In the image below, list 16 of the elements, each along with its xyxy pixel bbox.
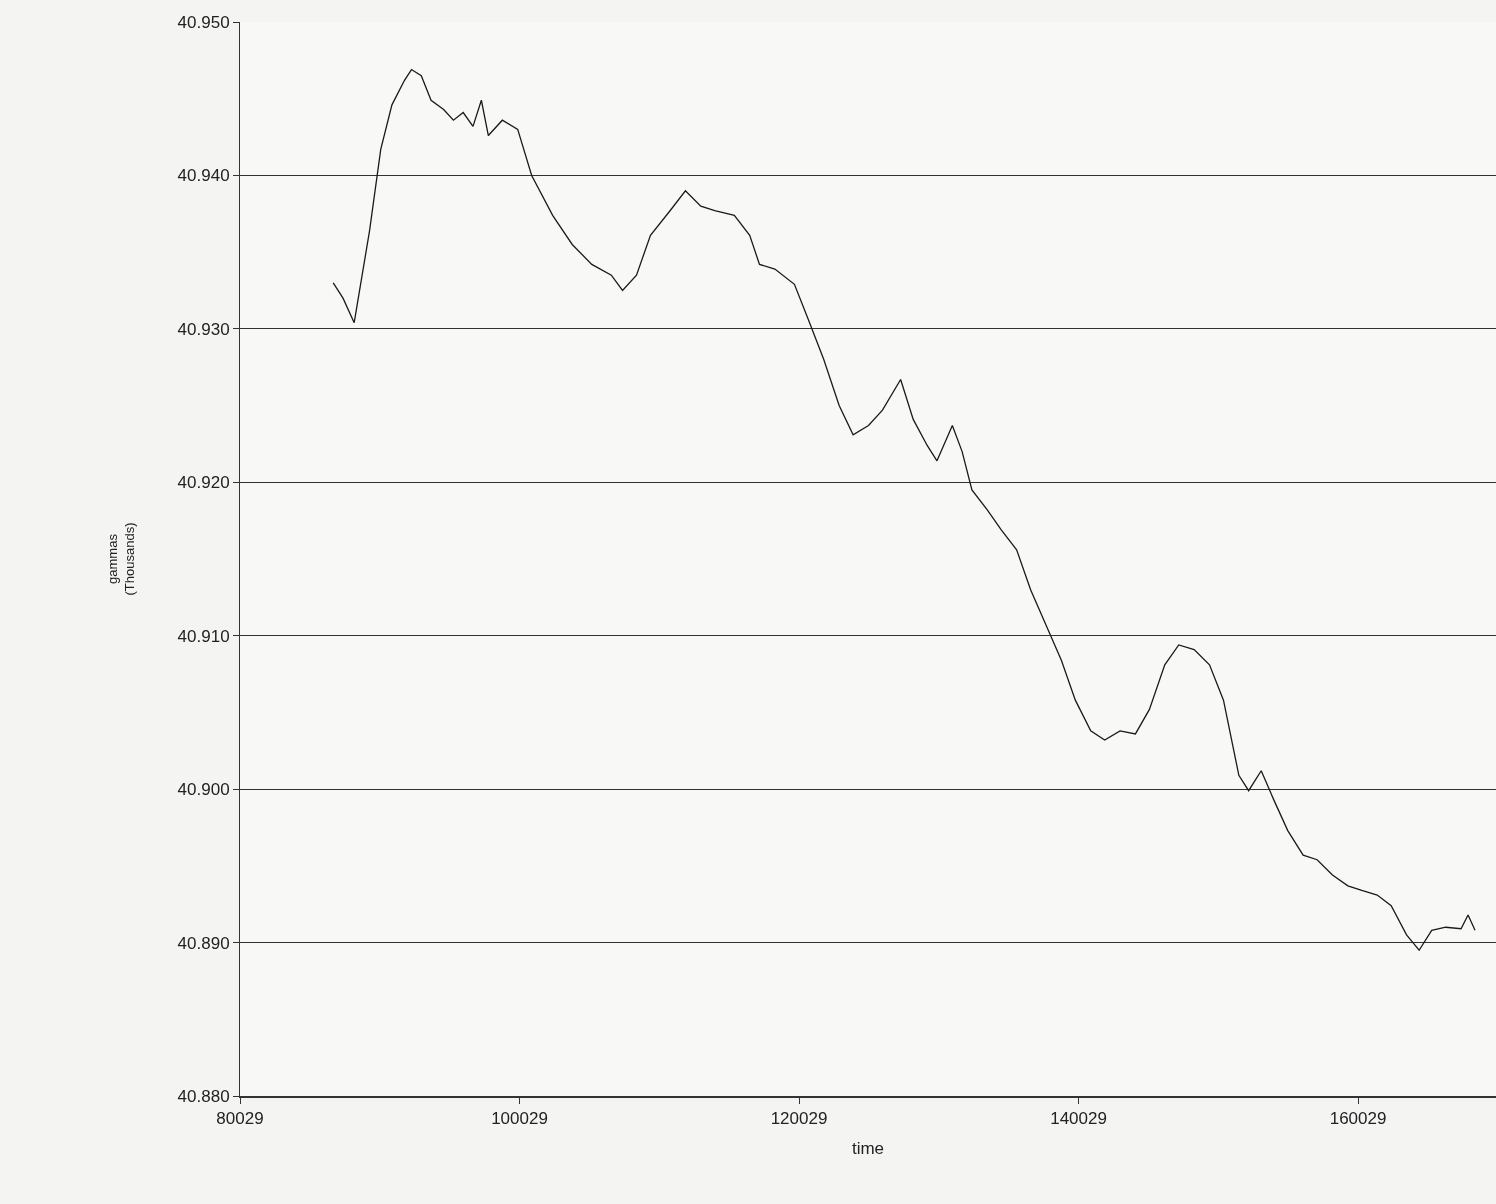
x-tick-label: 100029 — [491, 1109, 548, 1129]
x-tick-label: 140029 — [1050, 1109, 1107, 1129]
x-tick-label: 120029 — [770, 1109, 828, 1129]
y-tick-label: 40.950 — [177, 12, 230, 32]
x-tick-label: 160029 — [1329, 1109, 1387, 1129]
x-axis-title: time — [851, 1139, 885, 1159]
y-axis-title: gammas (Thousands) — [104, 522, 137, 596]
y-tick-label: 40.900 — [177, 780, 230, 800]
y-tick-label: 40.890 — [177, 933, 230, 953]
line-series — [332, 68, 1476, 951]
y-tick-label: 40.920 — [177, 473, 230, 493]
y-tick-label: 40.910 — [177, 626, 230, 646]
y-tick-label: 40.930 — [177, 319, 230, 339]
y-tick-label: 40.880 — [177, 1086, 230, 1106]
y-tick-label: 40.940 — [177, 166, 230, 186]
x-tick-label: 80029 — [216, 1109, 264, 1129]
